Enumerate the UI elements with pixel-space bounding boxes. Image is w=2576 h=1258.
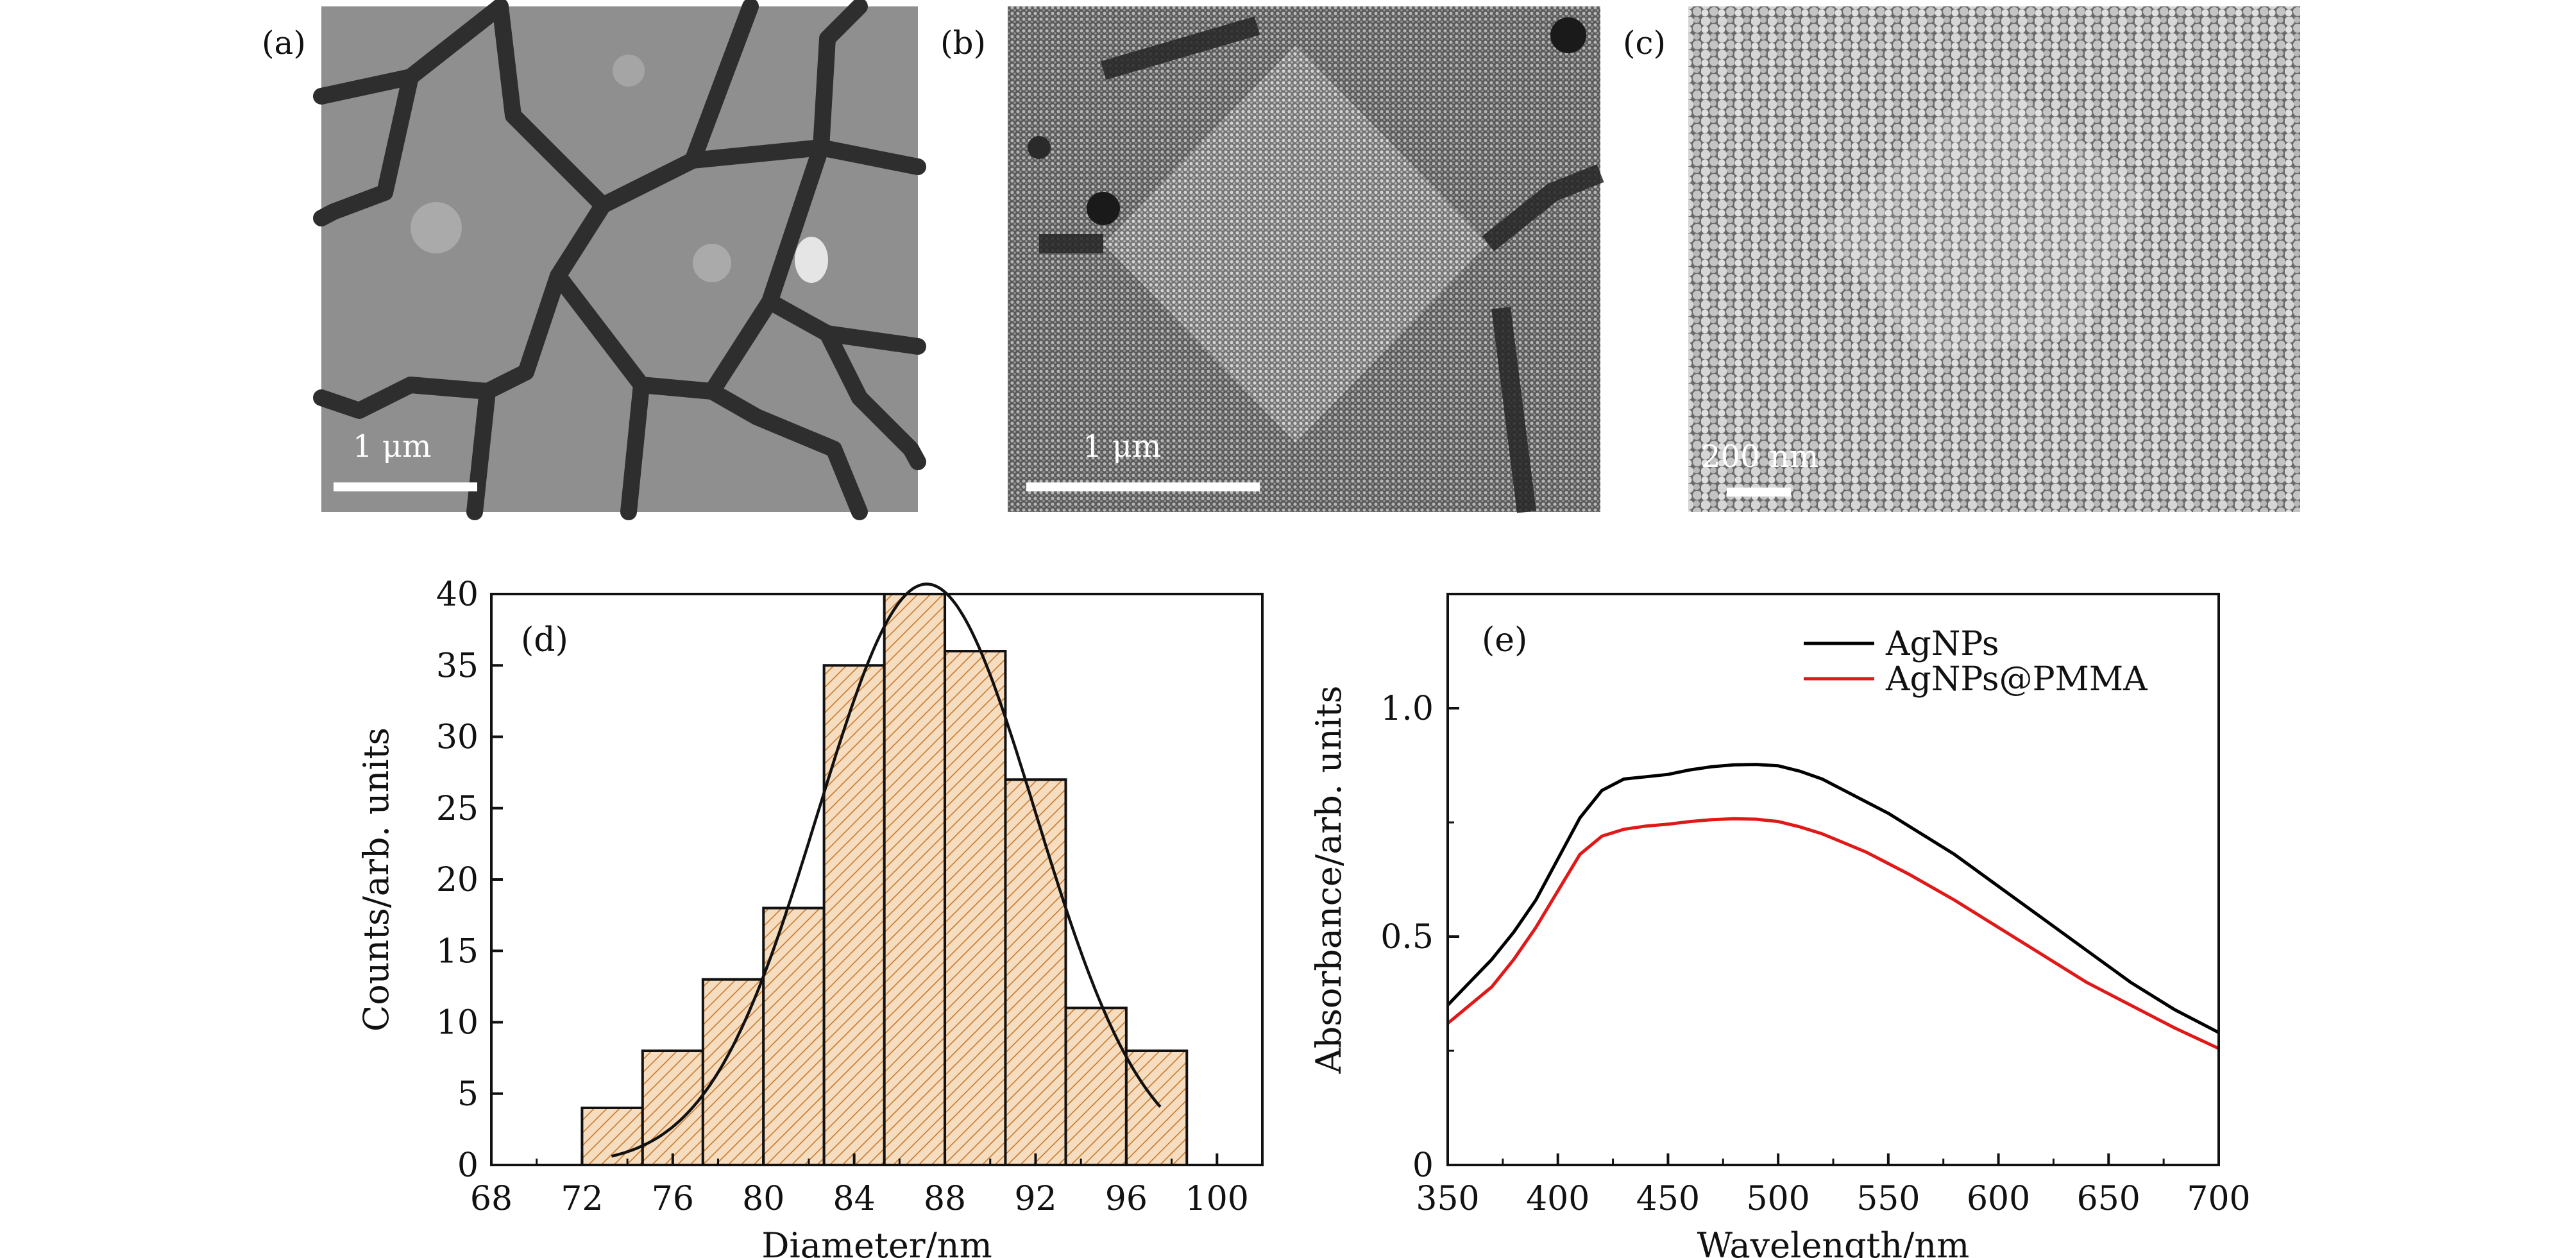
x-tick-label: 450 — [1636, 1180, 1700, 1218]
histogram-bar — [944, 650, 1007, 1166]
legend-label-agnps: AgNPs — [1885, 625, 1999, 663]
scale-bar-a — [334, 482, 477, 491]
panel-label-c: (c) — [1623, 24, 1666, 62]
x-tick-label: 76 — [652, 1180, 694, 1218]
histogram-bar — [883, 593, 947, 1166]
x-tick-label: 700 — [2187, 1180, 2250, 1218]
x-axis-ticks-d: 68 72 76 80 84 88 92 96 100 — [470, 1153, 1249, 1218]
y-tick-label: 10 — [436, 1004, 479, 1042]
scale-bar-c — [1727, 488, 1791, 497]
legend: AgNPs AgNPs@PMMA — [1804, 625, 2148, 699]
x-axis-label-d: Diameter/nm — [761, 1225, 992, 1258]
y-tick-label: 0 — [1412, 1146, 1434, 1185]
sem-panel-b: (b) 1 μm — [940, 6, 1604, 513]
x-tick-label: 500 — [1747, 1180, 1810, 1218]
y-axis-label-d: Counts/arb. units — [356, 727, 396, 1032]
panel-label-d: (d) — [521, 621, 568, 659]
panel-label-a: (a) — [262, 24, 306, 62]
y-tick-label: 0 — [457, 1146, 479, 1185]
y-axis-label-e: Absorbance/arb. units — [1309, 686, 1349, 1075]
y-axis-ticks-e: 0 0.5 1.0 — [1380, 690, 1459, 1185]
y-tick-label: 1.0 — [1380, 690, 1434, 728]
x-tick-label: 96 — [1105, 1180, 1148, 1218]
y-tick-label: 20 — [436, 861, 479, 899]
histogram-bar — [822, 664, 886, 1166]
y-axis-ticks-d: 0 5 10 15 20 25 30 35 40 — [436, 575, 503, 1185]
x-tick-label: 350 — [1416, 1180, 1479, 1218]
x-axis-ticks-e: 350 400 450 500 550 600 650 700 — [1416, 1153, 2251, 1218]
x-tick-label: 100 — [1185, 1180, 1249, 1218]
series-lines — [1446, 763, 2220, 1050]
histogram-bars — [580, 593, 1189, 1166]
x-tick-label: 68 — [470, 1180, 513, 1218]
grain-boundaries-a — [313, 0, 926, 520]
panel-label-e: (e) — [1482, 621, 1527, 659]
histogram-chart-d: 68 72 76 80 84 88 92 96 100 0 5 10 15 20 25 30 35 40 (d)… — [356, 575, 1264, 1258]
y-tick-label: 40 — [436, 575, 479, 614]
x-tick-label: 88 — [924, 1180, 966, 1218]
y-tick-label: 30 — [436, 718, 479, 757]
y-tick-label: 5 — [457, 1075, 479, 1114]
x-tick-label: 400 — [1526, 1180, 1589, 1218]
y-tick-label: 0.5 — [1380, 918, 1434, 956]
series-line-agnps — [1446, 763, 2220, 1034]
scale-bar-label-b: 1 μm — [1083, 429, 1162, 464]
gaussian-fit-curve — [611, 582, 1162, 1158]
scale-bar-label-a: 1 μm — [353, 429, 432, 464]
histogram-bar — [1064, 1007, 1128, 1166]
scale-bar-label-c: 200 nm — [1701, 439, 1818, 475]
x-tick-label: 80 — [742, 1180, 784, 1218]
series-line-agnps-pmma — [1446, 817, 2220, 1050]
y-tick-label: 25 — [436, 790, 479, 828]
x-tick-label: 550 — [1856, 1180, 1920, 1218]
sem-panel-c: (c) 200 nm — [1623, 6, 2300, 512]
histogram-bar — [1004, 778, 1067, 1166]
x-tick-label: 72 — [561, 1180, 603, 1218]
x-tick-label: 84 — [833, 1180, 876, 1218]
histogram-bar — [701, 978, 765, 1166]
histogram-bar — [1124, 1050, 1189, 1166]
y-tick-label: 15 — [436, 932, 479, 971]
x-tick-label: 650 — [2077, 1180, 2140, 1218]
x-axis-label-e: Wavelength/nm — [1697, 1225, 1970, 1258]
histogram-bar — [762, 906, 826, 1166]
sem-panel-a: (a) 1 μm — [262, 0, 926, 520]
y-tick-label: 35 — [436, 647, 479, 685]
x-tick-label: 92 — [1014, 1180, 1056, 1218]
legend-label-agnps-pmma: AgNPs@PMMA — [1885, 660, 2148, 699]
panel-label-b: (b) — [940, 24, 986, 62]
x-tick-label: 600 — [1967, 1180, 2030, 1218]
scale-bar-b — [1026, 482, 1260, 491]
absorbance-chart-e: 350 400 450 500 550 600 650 700 0 0.5 1.0 (e) AgN… — [1309, 593, 2251, 1258]
